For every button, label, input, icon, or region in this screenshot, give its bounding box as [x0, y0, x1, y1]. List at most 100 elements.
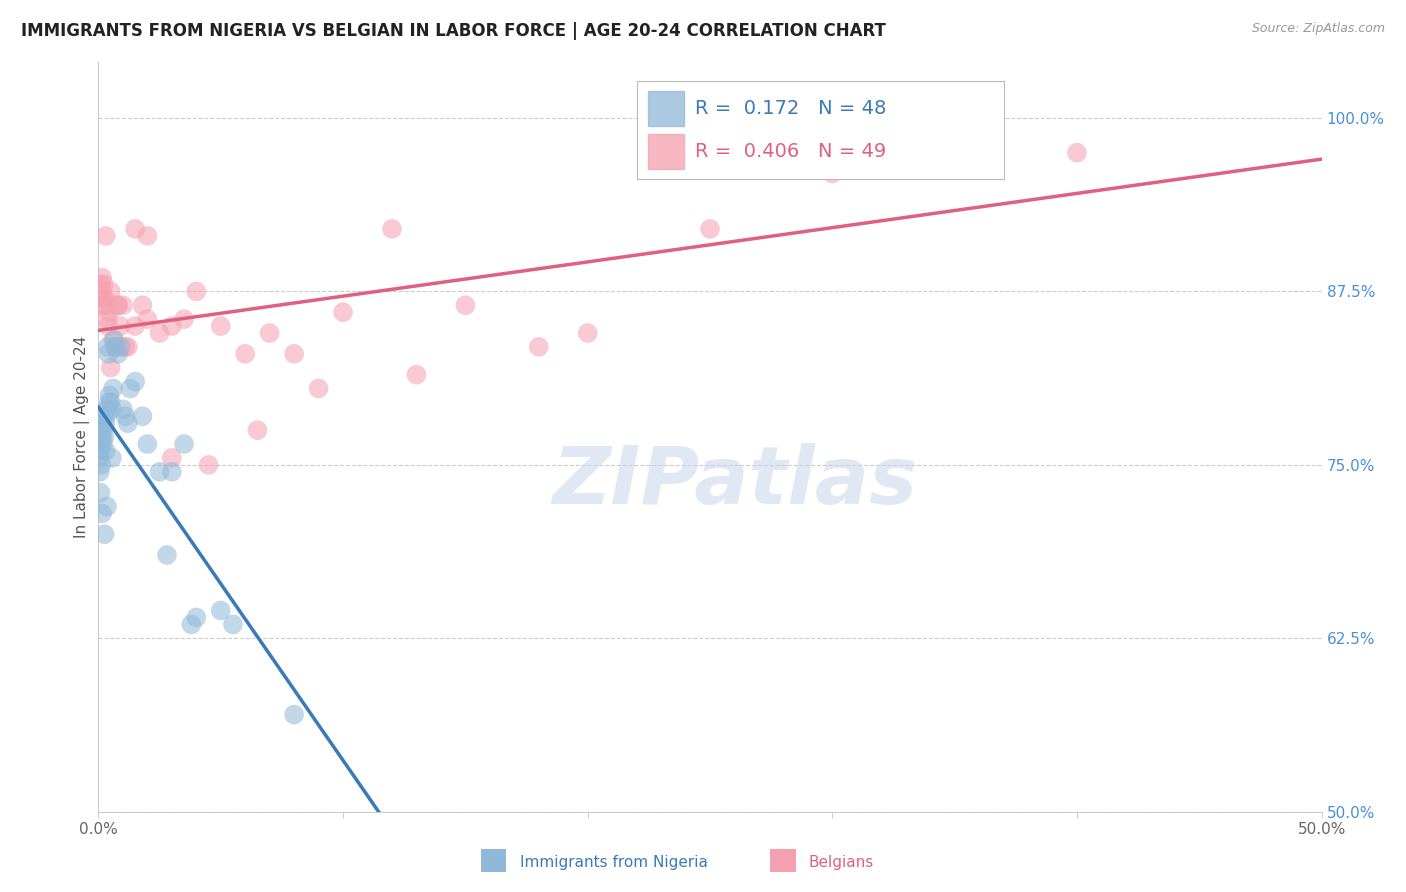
Point [283, 347, 305, 361]
Point [97, 319, 120, 334]
Point [173, 312, 195, 326]
Point [90, 285, 112, 299]
Point [246, 423, 269, 437]
Point [94, 444, 117, 458]
Point [90, 437, 112, 451]
Point [117, 340, 139, 354]
Point [772, 111, 794, 125]
Point [117, 416, 139, 430]
Point [454, 298, 477, 312]
Point [96, 402, 118, 417]
Text: IMMIGRANTS FROM NIGERIA VS BELGIAN IN LABOR FORCE | AGE 20-24 CORRELATION CHART: IMMIGRANTS FROM NIGERIA VS BELGIAN IN LA… [21, 22, 886, 40]
Point [93, 527, 115, 541]
Point [209, 319, 232, 334]
Point [124, 222, 146, 236]
Point [103, 333, 125, 347]
Point [91, 430, 114, 444]
Point [527, 340, 550, 354]
Point [97, 395, 120, 409]
Point [160, 450, 183, 465]
Point [100, 285, 122, 299]
Point [91, 291, 114, 305]
Point [89, 450, 111, 465]
Point [89, 444, 111, 458]
Point [90, 423, 112, 437]
Text: R =  0.406   N = 49: R = 0.406 N = 49 [696, 142, 887, 161]
Point [107, 347, 129, 361]
Point [173, 437, 195, 451]
Point [283, 707, 305, 722]
Point [97, 340, 120, 354]
Point [94, 416, 117, 430]
Point [94, 409, 117, 424]
Point [91, 437, 114, 451]
Point [821, 166, 844, 180]
Point [186, 610, 208, 624]
Point [110, 340, 132, 354]
Point [405, 368, 427, 382]
Point [98, 305, 121, 319]
Point [91, 423, 114, 437]
Point [89, 465, 111, 479]
Point [111, 298, 134, 312]
Text: ZIPatlas: ZIPatlas [553, 443, 917, 521]
Bar [648, 134, 685, 169]
Point [114, 409, 136, 424]
Point [93, 291, 115, 305]
Point [186, 285, 208, 299]
Point [233, 347, 256, 361]
Point [381, 222, 404, 236]
Point [93, 430, 115, 444]
Point [149, 326, 172, 340]
Point [136, 437, 159, 451]
Point [97, 347, 120, 361]
Bar [648, 91, 685, 126]
Point [124, 375, 146, 389]
Point [93, 409, 115, 424]
Point [110, 319, 132, 334]
Point [96, 312, 118, 326]
Point [259, 326, 281, 340]
Text: Belgians: Belgians [808, 855, 873, 870]
Point [1066, 145, 1088, 160]
Point [222, 617, 245, 632]
Point [91, 270, 114, 285]
Point [101, 402, 124, 417]
Point [91, 416, 114, 430]
Point [90, 277, 112, 292]
Y-axis label: In Labor Force | Age 20-24: In Labor Force | Age 20-24 [75, 336, 90, 538]
Point [100, 395, 122, 409]
Text: Source: ZipAtlas.com: Source: ZipAtlas.com [1251, 22, 1385, 36]
Point [93, 277, 115, 292]
Point [131, 298, 153, 312]
Point [91, 507, 114, 521]
Point [136, 228, 159, 243]
Point [332, 305, 354, 319]
Point [91, 298, 114, 312]
Point [89, 485, 111, 500]
Point [124, 319, 146, 334]
Point [90, 458, 112, 472]
Point [699, 222, 721, 236]
Point [107, 298, 129, 312]
Point [197, 458, 219, 472]
Point [160, 319, 183, 334]
Point [136, 312, 159, 326]
Point [107, 298, 129, 312]
Point [131, 409, 153, 424]
Point [104, 340, 127, 354]
Text: R =  0.172   N = 48: R = 0.172 N = 48 [696, 99, 887, 118]
Point [180, 617, 202, 632]
Point [100, 360, 122, 375]
Point [101, 333, 124, 347]
Point [104, 340, 127, 354]
Point [308, 382, 330, 396]
Point [160, 465, 183, 479]
Point [98, 388, 121, 402]
Point [101, 382, 124, 396]
Point [94, 228, 117, 243]
Point [209, 603, 232, 617]
Point [111, 402, 134, 417]
Point [120, 382, 142, 396]
Point [101, 450, 124, 465]
